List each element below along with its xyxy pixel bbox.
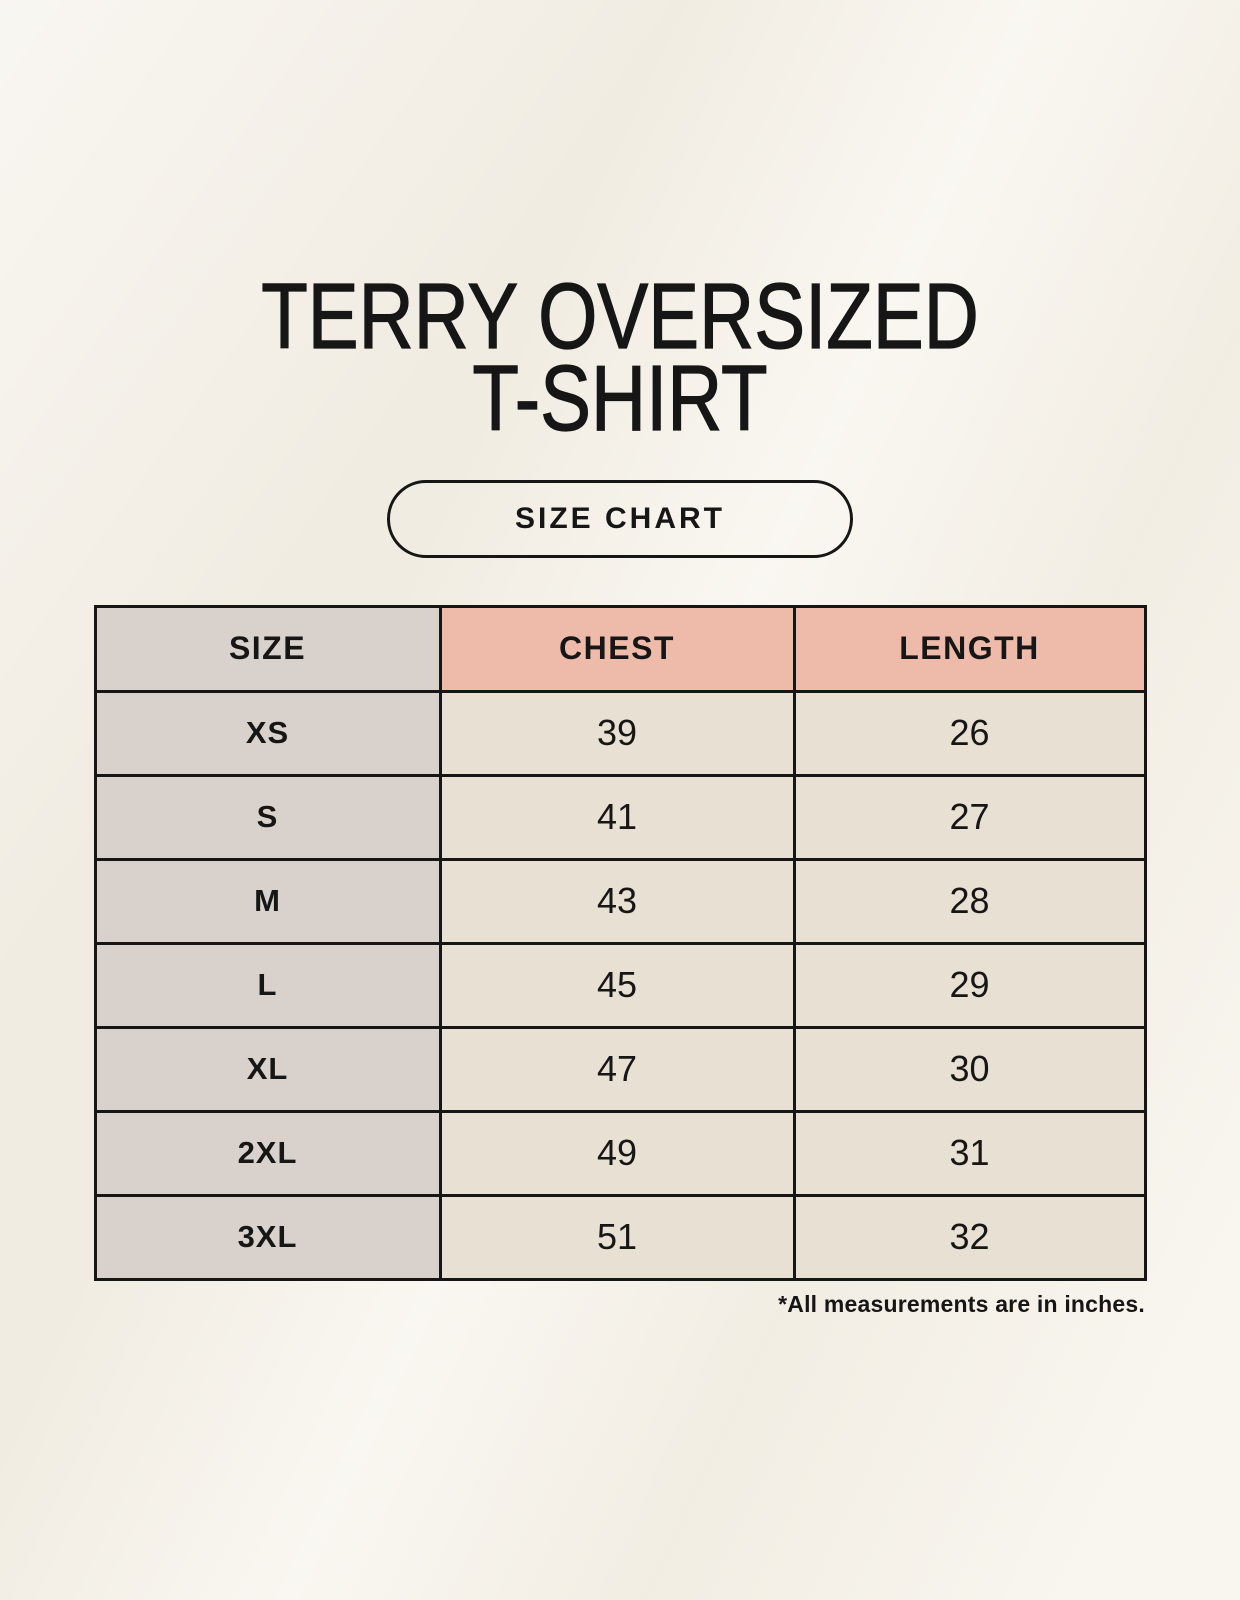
table-header-row: SIZE CHEST LENGTH bbox=[93, 604, 1147, 693]
table-row: XS 39 26 bbox=[93, 689, 1147, 777]
length-cell: 28 bbox=[792, 857, 1147, 945]
size-cell: S bbox=[93, 773, 442, 861]
length-cell: 27 bbox=[792, 773, 1147, 861]
chest-cell: 39 bbox=[438, 689, 796, 777]
chest-cell: 51 bbox=[438, 1193, 796, 1281]
size-cell: 2XL bbox=[93, 1109, 442, 1197]
table-row: 2XL 49 31 bbox=[93, 1109, 1147, 1197]
table-row: L 45 29 bbox=[93, 941, 1147, 1029]
product-title: TERRY OVERSIZED T-SHIRT bbox=[112, 0, 1129, 450]
column-header-size: SIZE bbox=[93, 604, 442, 693]
chest-cell: 47 bbox=[438, 1025, 796, 1113]
chest-cell: 49 bbox=[438, 1109, 796, 1197]
measurements-footnote: *All measurements are in inches. bbox=[778, 1290, 1145, 1317]
column-header-length: LENGTH bbox=[792, 604, 1147, 693]
size-cell: M bbox=[93, 857, 442, 945]
chest-cell: 45 bbox=[438, 941, 796, 1029]
product-title-line1: TERRY OVERSIZED bbox=[261, 264, 980, 368]
column-header-chest: CHEST bbox=[438, 604, 796, 693]
table-row: XL 47 30 bbox=[93, 1025, 1147, 1113]
chest-cell: 41 bbox=[438, 773, 796, 861]
size-chart-page: TERRY OVERSIZED T-SHIRT SIZE CHART SIZE … bbox=[93, 0, 1147, 1317]
size-cell: L bbox=[93, 941, 442, 1029]
length-cell: 30 bbox=[792, 1025, 1147, 1113]
length-cell: 26 bbox=[792, 689, 1147, 777]
length-cell: 29 bbox=[792, 941, 1147, 1029]
table-row: M 43 28 bbox=[93, 857, 1147, 945]
size-table: SIZE CHEST LENGTH XS 39 26 S 41 27 M 43 28 L 45 29 X… bbox=[93, 604, 1147, 1281]
product-title-line2: T-SHIRT bbox=[472, 345, 768, 450]
table-row: S 41 27 bbox=[93, 773, 1147, 861]
size-chart-button-label: SIZE CHART bbox=[515, 501, 725, 535]
size-chart-button[interactable]: SIZE CHART bbox=[387, 479, 853, 558]
table-row: 3XL 51 32 bbox=[93, 1193, 1147, 1281]
chest-cell: 43 bbox=[438, 857, 796, 945]
size-cell: XL bbox=[93, 1025, 442, 1113]
size-cell: 3XL bbox=[93, 1193, 442, 1281]
length-cell: 31 bbox=[792, 1109, 1147, 1197]
length-cell: 32 bbox=[792, 1193, 1147, 1281]
size-cell: XS bbox=[93, 689, 442, 777]
